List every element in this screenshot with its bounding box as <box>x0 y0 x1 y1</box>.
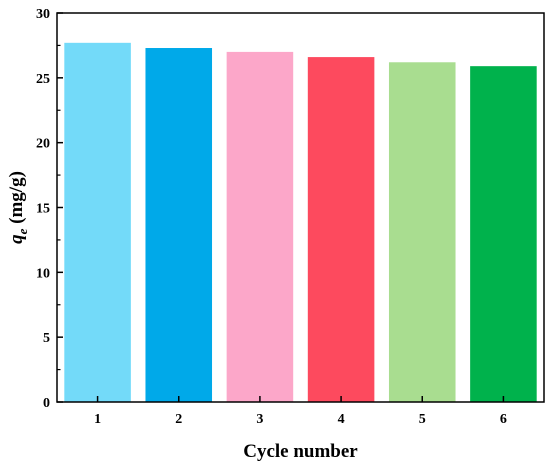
y-tick-label: 30 <box>36 7 50 22</box>
x-axis-title: Cycle number <box>243 441 358 462</box>
y-axis-title-subscript: e <box>15 228 30 234</box>
bar-cycle-1 <box>64 42 131 402</box>
x-axis: 1 2 3 4 5 6 <box>94 396 507 427</box>
y-tick-label: 0 <box>43 396 50 411</box>
bars-group <box>64 42 537 403</box>
y-axis-title-symbol: q <box>6 234 27 244</box>
bar-cycle-2 <box>145 48 213 402</box>
y-axis-title-unit: (mg/g) <box>6 171 27 229</box>
y-tick-label: 15 <box>36 202 50 217</box>
x-tick-label: 2 <box>175 412 182 427</box>
x-tick-label: 5 <box>419 412 426 427</box>
x-tick-label: 6 <box>500 412 507 427</box>
y-tick-label: 25 <box>36 72 50 87</box>
y-tick-label: 5 <box>43 331 50 346</box>
y-tick-label: 10 <box>36 266 50 281</box>
y-tick-label: 20 <box>36 137 50 152</box>
x-tick-label: 4 <box>338 412 345 427</box>
y-axis: 0 5 10 15 20 25 30 <box>36 7 63 411</box>
bar-cycle-4 <box>307 57 375 402</box>
bar-cycle-3 <box>226 51 294 403</box>
bar-cycle-5 <box>388 62 456 402</box>
bar-cycle-6 <box>470 66 537 402</box>
y-axis-title: qe (mg/g) <box>6 171 30 244</box>
x-tick-label: 1 <box>94 412 101 427</box>
x-tick-label: 3 <box>256 412 263 427</box>
